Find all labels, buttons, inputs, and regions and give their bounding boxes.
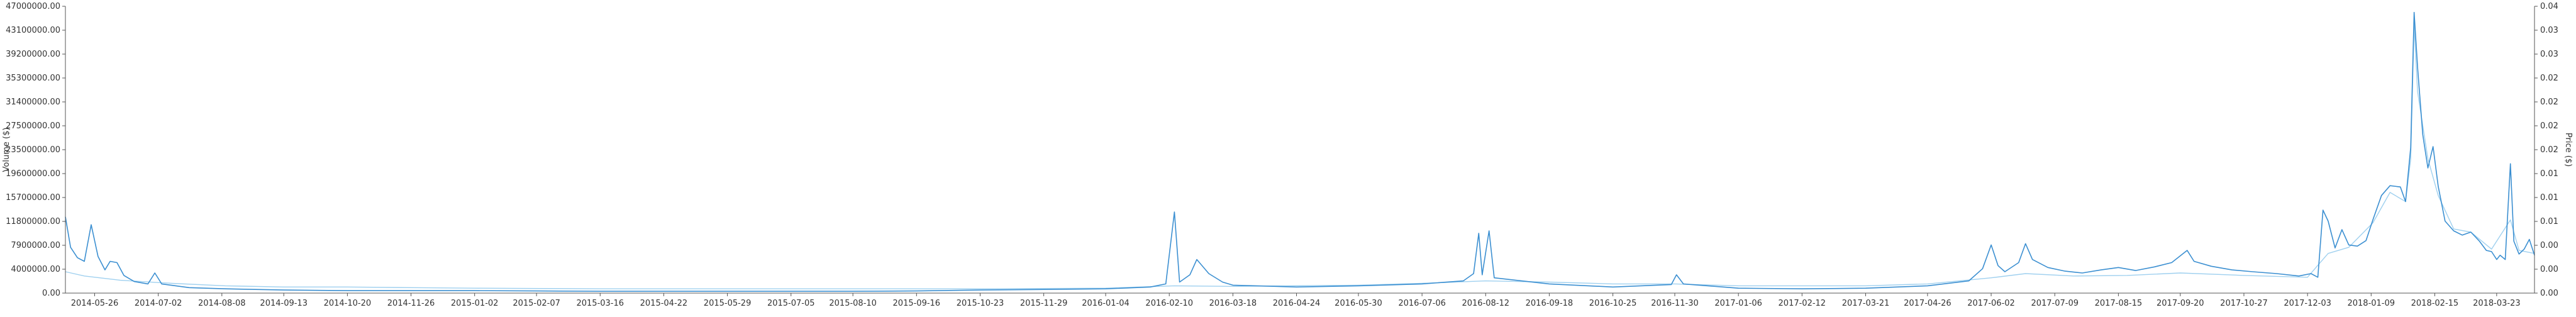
axes	[65, 6, 2535, 294]
left-axis-label: Volume ($)	[2, 128, 11, 172]
right-tick-label: 0.01	[2540, 217, 2558, 226]
right-tick-label: 0.02	[2540, 74, 2558, 83]
right-tick-label: 0.01	[2540, 193, 2558, 203]
x-tick-label: 2014-11-26	[387, 299, 435, 308]
x-tick-label: 2016-07-06	[1398, 299, 1446, 308]
x-tick-label: 2014-07-02	[135, 299, 182, 308]
x-tick-label: 2015-04-22	[640, 299, 688, 308]
x-tick-label: 2014-08-08	[198, 299, 246, 308]
x-tick-label: 2015-01-02	[451, 299, 499, 308]
x-tick-label: 2018-03-23	[2473, 299, 2521, 308]
price-series-line	[65, 24, 2535, 289]
x-tick-label: 2014-09-13	[260, 299, 308, 308]
right-tick-label: 0.02	[2540, 97, 2558, 107]
left-tick-label: 35300000.00	[6, 74, 60, 83]
left-tick-label: 23500000.00	[6, 145, 60, 155]
x-tick-label: 2017-04-26	[1904, 299, 1951, 308]
x-tick-label: 2015-08-10	[829, 299, 877, 308]
x-tick-label: 2015-09-16	[893, 299, 941, 308]
x-tick-label: 2014-10-20	[324, 299, 372, 308]
left-tick-label: 11800000.00	[6, 217, 60, 226]
x-tick-label: 2016-02-10	[1145, 299, 1193, 308]
right-tick-label: 0.00	[2540, 289, 2558, 298]
x-tick-label: 2017-01-06	[1714, 299, 1762, 308]
left-tick-label: 47000000.00	[6, 2, 60, 11]
x-tick-label: 2017-03-21	[1842, 299, 1890, 308]
x-tick-label: 2015-07-05	[767, 299, 815, 308]
x-tick-label: 2016-03-18	[1209, 299, 1257, 308]
x-tick-label: 2016-10-25	[1589, 299, 1637, 308]
x-tick-label: 2015-05-29	[704, 299, 752, 308]
left-axis-ticks: 0.00 4000000.00 7900000.00 11800000.00 15700…	[6, 2, 65, 298]
x-tick-label: 2016-08-12	[1462, 299, 1509, 308]
right-tick-label: 0.03	[2540, 26, 2558, 35]
x-tick-label: 2016-09-18	[1526, 299, 1574, 308]
x-tick-label: 2018-02-15	[2411, 299, 2459, 308]
right-axis-label: Price ($)	[2563, 133, 2573, 167]
right-tick-label: 0.02	[2540, 145, 2558, 155]
right-tick-label: 0.04	[2540, 2, 2558, 11]
volume-series-line	[65, 11, 2535, 292]
right-tick-label: 0.01	[2540, 169, 2558, 179]
right-tick-label: 0.00	[2540, 241, 2558, 250]
x-tick-label: 2014-05-26	[71, 299, 119, 308]
x-tick-label: 2017-06-02	[1967, 299, 2015, 308]
right-axis-ticks: 0.00 0.00 0.00 0.01 0.01 0.01 0.02 0.02 0.02 0.02…	[2534, 2, 2558, 298]
x-tick-label: 2017-12-03	[2284, 299, 2331, 308]
series-lines	[65, 11, 2535, 292]
left-tick-label: 39200000.00	[6, 50, 60, 59]
left-tick-label: 0.00	[42, 289, 60, 298]
x-tick-label: 2015-10-23	[957, 299, 1004, 308]
x-tick-label: 2016-05-30	[1335, 299, 1382, 308]
x-tick-label: 2017-09-20	[2157, 299, 2204, 308]
x-tick-label: 2015-11-29	[1020, 299, 1068, 308]
x-tick-label: 2017-02-12	[1779, 299, 1826, 308]
left-tick-label: 31400000.00	[6, 97, 60, 107]
left-tick-label: 19600000.00	[6, 169, 60, 179]
left-tick-label: 43100000.00	[6, 26, 60, 35]
right-tick-label: 0.00	[2540, 265, 2558, 274]
left-tick-label: 15700000.00	[6, 193, 60, 203]
left-tick-label: 27500000.00	[6, 121, 60, 131]
right-tick-label: 0.03	[2540, 50, 2558, 59]
x-tick-label: 2018-01-09	[2347, 299, 2395, 308]
left-tick-label: 4000000.00	[11, 265, 60, 274]
x-tick-label: 2015-02-07	[513, 299, 560, 308]
x-tick-label: 2016-04-24	[1273, 299, 1321, 308]
left-tick-label: 7900000.00	[11, 241, 60, 250]
x-axis-ticks: 2014-05-26 2014-07-02 2014-08-08 2014-09-13…	[71, 293, 2521, 308]
x-tick-label: 2016-01-04	[1082, 299, 1130, 308]
x-tick-label: 2017-10-27	[2220, 299, 2268, 308]
right-tick-label: 0.02	[2540, 121, 2558, 131]
x-tick-label: 2017-07-09	[2031, 299, 2079, 308]
x-tick-label: 2017-08-15	[2095, 299, 2143, 308]
x-tick-label: 2015-03-16	[576, 299, 624, 308]
x-tick-label: 2016-11-30	[1651, 299, 1699, 308]
